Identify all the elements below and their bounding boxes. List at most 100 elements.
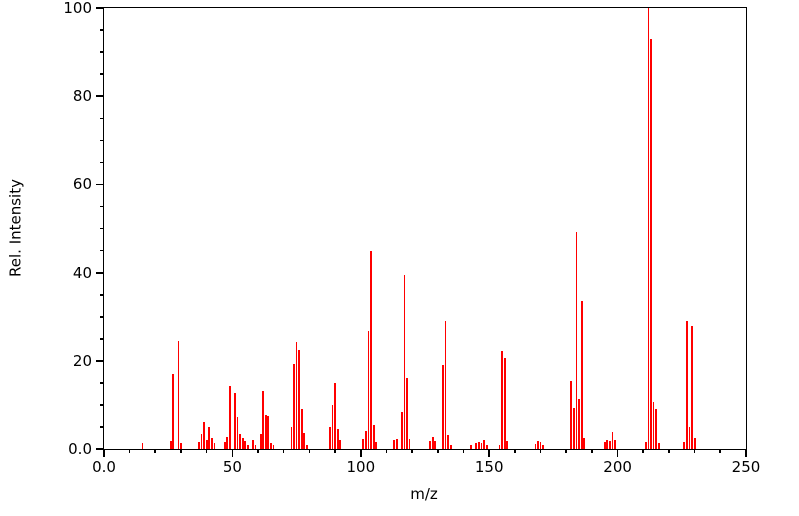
spectrum-peak [655,409,658,449]
spectrum-peak [293,364,295,449]
y-major-tick [96,183,104,186]
y-major-tick [96,271,104,274]
x-minor-tick [308,449,311,453]
spectrum-peak [223,441,226,449]
spectrum-peak [506,441,509,449]
x-major-tick [103,449,105,457]
x-minor-tick [539,449,542,453]
x-minor-tick [257,449,259,453]
y-minor-tick [100,139,104,142]
spectrum-peak [372,424,375,449]
spectrum-peak [365,430,367,449]
spectrum-peak [208,426,211,449]
y-minor-tick [100,161,104,164]
x-minor-tick [180,449,182,453]
spectrum-peak [331,404,334,449]
spectrum-peak [580,300,583,449]
x-minor-tick [205,449,208,453]
spectrum-peak [444,320,447,449]
spectrum-peak [608,441,611,449]
spectrum-peak [395,439,398,449]
spectrum-peak [141,442,144,449]
y-major-tick [96,7,104,9]
spectrum-peak [652,402,655,449]
y-major-tick [96,359,104,362]
spectrum-peak [603,442,606,449]
y-minor-tick [100,338,104,340]
x-tick-label: 150 [474,458,504,476]
spectrum-peak [400,411,403,449]
y-tick-label: 20 [72,351,92,370]
y-tick-label: 80 [72,87,92,106]
spectrum-peak [246,444,249,449]
x-minor-tick [668,449,670,453]
spectrum-peak [334,382,337,449]
spectrum-peak [252,440,254,449]
spectrum-peak [644,441,647,449]
spectrum-peak [478,441,480,449]
spectrum-peak [213,443,216,449]
spectrum-peak [200,434,203,449]
spectrum-peak [272,444,275,449]
spectrum-peak [362,439,365,449]
x-minor-tick [436,449,439,453]
spectrum-peak [542,445,545,449]
spectrum-peak [485,445,488,449]
spectrum-peak [447,435,449,449]
spectrum-peak [264,414,267,449]
spectrum-peak [303,433,306,449]
y-minor-tick [100,205,104,208]
x-major-tick [616,449,619,457]
spectrum-peak [241,437,244,449]
spectrum-peak [686,321,688,449]
x-minor-tick [591,449,593,453]
spectrum-peak [336,428,339,449]
spectrum-peak [408,438,411,449]
spectrum-peak [367,330,370,449]
y-minor-tick [100,227,104,230]
y-minor-tick [100,426,104,428]
spectrum-peak [270,442,272,449]
spectrum-peak [449,444,452,449]
spectrum-peak [573,408,575,449]
spectrum-peak [434,441,437,449]
y-minor-tick [100,117,104,120]
y-minor-tick [100,73,104,76]
spectrum-peak [578,398,580,449]
spectrum-peak [688,426,691,449]
spectrum-peak [259,433,262,449]
spectrum-peak [244,441,247,449]
spectrum-peak [393,440,396,449]
spectrum-peak [339,440,342,449]
x-major-tick [231,449,234,457]
spectrum-peak [693,437,696,449]
spectrum-peak [537,440,539,449]
x-major-tick [359,449,362,457]
y-tick-label: 0.0 [68,440,92,458]
spectrum-peak [295,342,298,449]
spectrum-peak [329,426,331,449]
y-tick-label: 40 [72,263,92,282]
plot-area: 0.0 50 100 150 200 250 0.0 20 40 60 80 100 [63,1,760,475]
spectrum-peak [234,393,236,449]
spectrum-peak [606,439,609,449]
y-major-tick [96,95,104,98]
y-minor-tick [100,316,104,318]
y-minor-tick [100,293,104,296]
spectrum-peak [403,275,406,449]
spectrum-peak [442,365,444,449]
spectrum-peak [650,38,652,449]
spectrum-peak [480,442,483,449]
y-tick-label: 100 [63,0,92,17]
spectrum-peak [300,409,303,449]
x-minor-tick [334,449,336,453]
spectrum-peak [226,436,229,449]
y-major-tick [96,448,104,450]
spectrum-peak [539,442,542,449]
y-minor-tick [100,382,104,384]
spectrum-peak [210,438,213,449]
y-minor-tick [100,51,104,53]
spectrum-peak [583,438,586,449]
x-tick-label: 200 [603,458,632,476]
x-minor-tick [385,449,388,453]
